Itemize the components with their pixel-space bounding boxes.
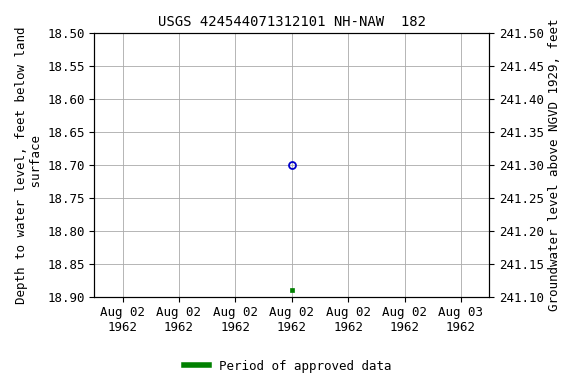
Y-axis label: Depth to water level, feet below land
 surface: Depth to water level, feet below land su… (15, 26, 43, 304)
Y-axis label: Groundwater level above NGVD 1929, feet: Groundwater level above NGVD 1929, feet (548, 18, 561, 311)
Title: USGS 424544071312101 NH-NAW  182: USGS 424544071312101 NH-NAW 182 (158, 15, 426, 29)
Legend: Period of approved data: Period of approved data (179, 355, 397, 378)
